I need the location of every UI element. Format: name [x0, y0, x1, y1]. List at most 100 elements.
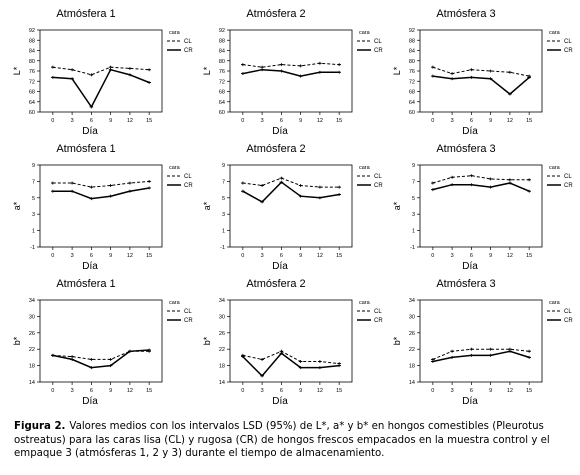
series-line-cl	[432, 348, 530, 360]
x-axis-label: Día	[82, 396, 98, 407]
y-tick-label: 80	[219, 59, 225, 65]
chart-panel-2: Atmósfera 2 60 64 68 72 76 80 84 88 92 0 3 6 9 12 15 Día…	[202, 8, 383, 137]
y-tick-label: 26	[409, 331, 415, 337]
y-tick-label: 26	[29, 331, 35, 337]
plot-frame	[229, 164, 353, 248]
legend-label-cr: CR	[564, 48, 573, 54]
y-tick-label: 1	[412, 229, 415, 235]
x-tick-label: 9	[109, 118, 112, 124]
x-tick-label: 9	[489, 118, 492, 124]
y-axis-label: a*	[12, 201, 22, 210]
chart-panel-7: Atmósfera 1 14 18 22 26 30 34 0 3 6 9 12 15 Día b* cara…	[12, 278, 193, 407]
chart-title: Atmósfera 2	[246, 143, 305, 155]
legend-label-cr: CR	[564, 318, 573, 324]
y-tick-label: 92	[409, 28, 415, 34]
y-tick-label: 64	[409, 100, 415, 106]
chart-title: Atmósfera 3	[436, 8, 495, 20]
x-tick-label: 9	[299, 118, 302, 124]
x-tick-label: 3	[261, 118, 264, 124]
x-tick-label: 15	[146, 253, 152, 259]
plot-frame	[39, 164, 163, 248]
x-tick-label: 3	[451, 388, 454, 394]
y-tick-label: 26	[219, 331, 225, 337]
series-line-cr	[242, 68, 340, 77]
y-tick-label: 3	[222, 212, 225, 218]
x-tick-label: 6	[280, 253, 283, 259]
y-tick-label: -1	[410, 245, 415, 251]
x-tick-label: 3	[71, 253, 74, 259]
y-tick-label: 30	[219, 314, 225, 320]
series-line-cr	[432, 182, 530, 192]
y-axis-label: L*	[202, 66, 212, 75]
y-tick-label: 22	[29, 347, 35, 353]
x-tick-label: 15	[336, 388, 342, 394]
legend-label-cl: CL	[564, 309, 572, 315]
y-tick-label: 14	[219, 380, 225, 386]
x-axis-label: Día	[82, 261, 98, 272]
legend-label-cl: CL	[374, 174, 382, 180]
y-tick-label: 9	[222, 163, 225, 169]
x-tick-label: 12	[507, 253, 513, 259]
legend-label-cl: CL	[564, 39, 572, 45]
plot-frame	[229, 299, 353, 383]
x-axis-label: Día	[82, 126, 98, 137]
legend-label-cl: CL	[184, 309, 192, 315]
series-line-cr	[242, 181, 340, 203]
series-line-cr	[52, 349, 150, 369]
y-tick-label: 64	[219, 100, 225, 106]
x-tick-label: 15	[336, 118, 342, 124]
y-tick-label: 60	[409, 110, 415, 116]
y-tick-label: 5	[32, 196, 35, 202]
y-tick-label: 30	[409, 314, 415, 320]
x-axis-label: Día	[272, 126, 288, 137]
legend-title: cara	[549, 30, 561, 36]
legend-label-cr: CR	[374, 318, 383, 324]
y-tick-label: 30	[29, 314, 35, 320]
x-tick-label: 0	[51, 118, 54, 124]
x-tick-label: 3	[261, 388, 264, 394]
y-tick-label: 22	[409, 347, 415, 353]
legend-label-cl: CL	[374, 309, 382, 315]
chart-title: Atmósfera 1	[56, 8, 115, 20]
y-tick-label: 68	[29, 90, 35, 96]
x-tick-label: 0	[241, 253, 244, 259]
y-tick-label: 18	[409, 364, 415, 370]
series-line-cl	[52, 180, 150, 188]
plot-frame	[39, 29, 163, 113]
y-tick-label: 84	[29, 49, 35, 55]
y-tick-label: 72	[29, 79, 35, 85]
legend-label-cl: CL	[374, 39, 382, 45]
chart-title: Atmósfera 2	[246, 8, 305, 20]
series-line-cl	[242, 177, 340, 188]
series-line-cr	[432, 75, 530, 96]
legend-label-cr: CR	[374, 183, 383, 189]
y-tick-label: 18	[29, 364, 35, 370]
legend-label-cl: CL	[184, 174, 192, 180]
x-tick-label: 6	[470, 253, 473, 259]
y-tick-label: 60	[29, 110, 35, 116]
y-tick-label: 9	[412, 163, 415, 169]
legend-label-cr: CR	[184, 48, 193, 54]
legend-label-cl: CL	[184, 39, 192, 45]
y-tick-label: 88	[219, 38, 225, 44]
y-tick-label: 80	[409, 59, 415, 65]
x-tick-label: 6	[90, 253, 93, 259]
x-tick-label: 6	[470, 388, 473, 394]
y-tick-label: 68	[219, 90, 225, 96]
x-tick-label: 9	[489, 388, 492, 394]
y-tick-label: 60	[219, 110, 225, 116]
y-tick-label: 76	[409, 69, 415, 75]
y-tick-label: 5	[222, 196, 225, 202]
x-tick-label: 15	[526, 253, 532, 259]
y-tick-label: 1	[32, 229, 35, 235]
y-tick-label: 7	[412, 179, 415, 185]
x-axis-label: Día	[462, 396, 478, 407]
x-tick-label: 9	[109, 253, 112, 259]
x-tick-label: 15	[336, 253, 342, 259]
x-tick-label: 6	[280, 388, 283, 394]
x-tick-label: 0	[241, 118, 244, 124]
chart-title: Atmósfera 3	[436, 278, 495, 290]
x-tick-label: 0	[431, 253, 434, 259]
